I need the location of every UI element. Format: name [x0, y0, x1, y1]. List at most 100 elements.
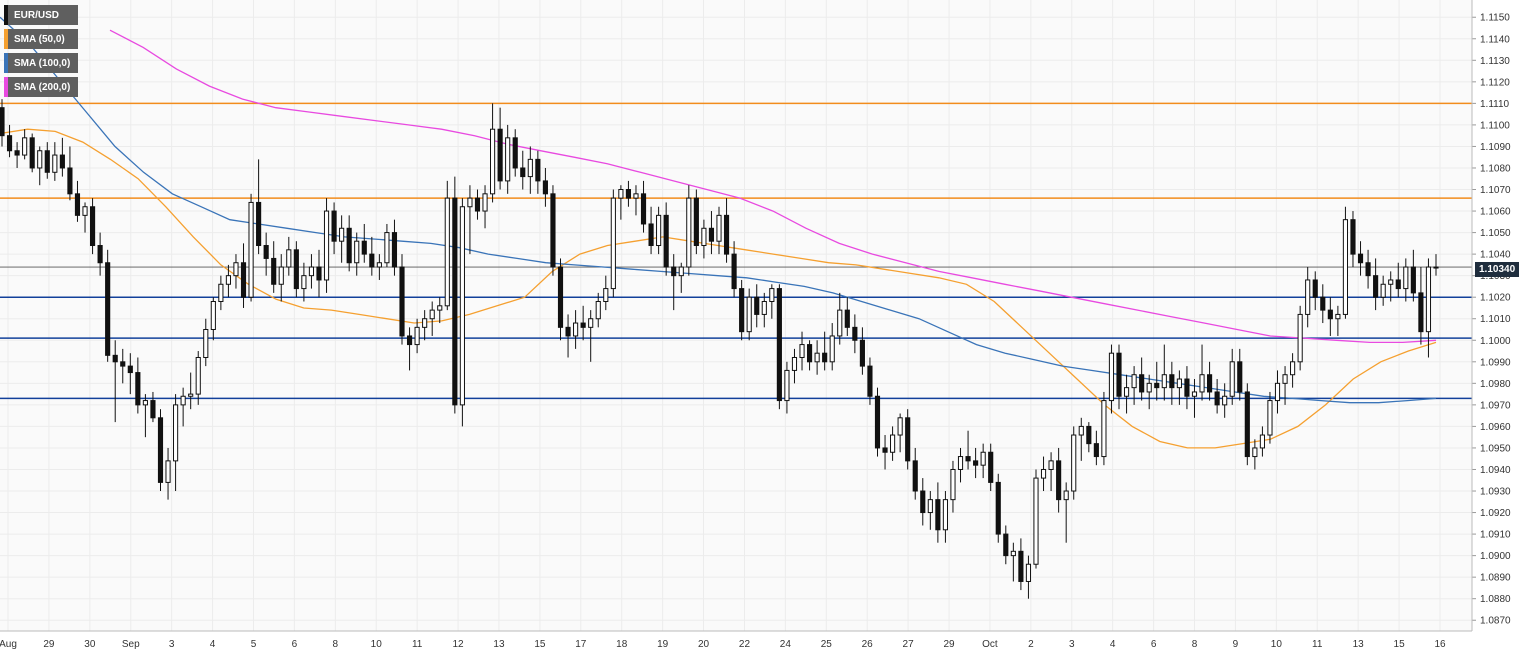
candle-body-down [135, 372, 141, 406]
candle-body-up [1305, 279, 1311, 315]
candle-body-down [89, 206, 96, 247]
legend-label: EUR/USD [14, 9, 60, 21]
legend-item-sma200[interactable]: SMA (200,0) [4, 77, 79, 97]
candle-body-up [769, 288, 775, 303]
candle-body-down [905, 417, 911, 462]
x-tick-label: 30 [84, 639, 96, 650]
candle-body-down [663, 214, 669, 268]
candle [927, 491, 933, 530]
candle [323, 198, 330, 293]
candle-body-down [822, 352, 828, 363]
x-tick-label: 3 [169, 639, 175, 650]
legend-item-sma50[interactable]: SMA (50,0) [4, 29, 79, 49]
x-tick-label: 13 [1353, 639, 1365, 650]
candle [414, 318, 420, 354]
candle [625, 180, 632, 207]
candle [1101, 391, 1107, 466]
candle [618, 185, 624, 220]
candle [595, 292, 601, 328]
candle-body-up [1040, 468, 1047, 479]
candle [59, 137, 65, 177]
candle-body-down [1373, 275, 1379, 298]
candle [127, 353, 133, 395]
candle-body-down [550, 193, 556, 268]
candle [1207, 361, 1213, 401]
candle-body-down [852, 326, 858, 341]
candle-body-down [1018, 550, 1024, 582]
candle [1018, 538, 1024, 591]
candle [716, 206, 722, 255]
candle [150, 391, 156, 423]
candle [1229, 348, 1235, 405]
last-price-tag: 1.10340 [1475, 262, 1520, 277]
candle-body-up [791, 356, 798, 371]
candle-body-up [180, 395, 186, 406]
candle [263, 232, 269, 276]
candle-body-up [1342, 219, 1349, 315]
price-axis: 1.1150 1.1140 1.1130 1.1120 1.1110 1.1100 1.10… [1471, 0, 1511, 631]
candle [1071, 426, 1077, 500]
candle [437, 297, 443, 324]
x-tick-label: 20 [698, 639, 710, 650]
candle [1350, 211, 1356, 268]
candle-body-down [973, 460, 979, 466]
candle-body-down [844, 309, 850, 328]
candle-body-up [1101, 400, 1107, 458]
candle [1320, 284, 1326, 324]
y-tick-label: 1.1120 [1480, 77, 1510, 88]
candle-body-down [995, 481, 1001, 535]
candle [1146, 374, 1152, 410]
candle [346, 215, 352, 272]
candle-body-down [731, 253, 737, 290]
candle [784, 361, 790, 414]
candle-body-up [82, 206, 88, 216]
x-tick-label: 2 [1028, 639, 1034, 650]
candle [248, 193, 254, 302]
candle-body-down [867, 365, 873, 397]
candle-body-down [1327, 309, 1333, 320]
candle [1191, 379, 1198, 418]
legend-swatch [4, 29, 8, 49]
legend-label: SMA (100,0) [14, 57, 71, 69]
candle-body-down [874, 395, 881, 449]
candle [739, 279, 745, 341]
candle-body-up [188, 393, 194, 397]
candle [806, 340, 813, 371]
candle-body-down [935, 499, 941, 531]
y-tick-label: 1.1100 [1480, 120, 1510, 131]
candle-body-up [890, 434, 896, 453]
candle [935, 482, 941, 543]
candle [837, 292, 843, 345]
candle-body-down [1139, 374, 1145, 393]
x-tick-label: 29 [43, 639, 55, 650]
candle [505, 124, 511, 194]
candle [746, 288, 752, 341]
candle-body-down [112, 354, 118, 363]
candle [814, 340, 820, 375]
x-tick-label: Aug [0, 639, 17, 650]
candle [1003, 525, 1009, 565]
candle-body-down [150, 400, 156, 419]
legend-item-sma100[interactable]: SMA (100,0) [4, 53, 79, 73]
candle-body-down [806, 344, 813, 363]
candle-body-up [1161, 374, 1167, 389]
candle-body-up [656, 214, 662, 247]
legend-item-eurusd[interactable]: EUR/USD [4, 5, 79, 25]
candle-body-up [1290, 361, 1296, 376]
candle-body-down [256, 201, 262, 247]
candle-body-down [1207, 374, 1213, 393]
candle [0, 99, 5, 147]
sma-200-line [109, 29, 1437, 344]
x-tick-label: 3 [1069, 639, 1075, 650]
candle-body-down [1214, 391, 1220, 406]
candle [1078, 417, 1084, 461]
candle-body-down [580, 322, 586, 328]
candle-body-down [331, 210, 337, 242]
candle [1056, 447, 1062, 513]
candle [1380, 275, 1386, 306]
candle [1282, 366, 1288, 405]
candle-body-up [1274, 382, 1281, 402]
x-tick-label: 5 [251, 639, 257, 650]
candle [1425, 258, 1432, 358]
candle-body-down [74, 193, 81, 216]
